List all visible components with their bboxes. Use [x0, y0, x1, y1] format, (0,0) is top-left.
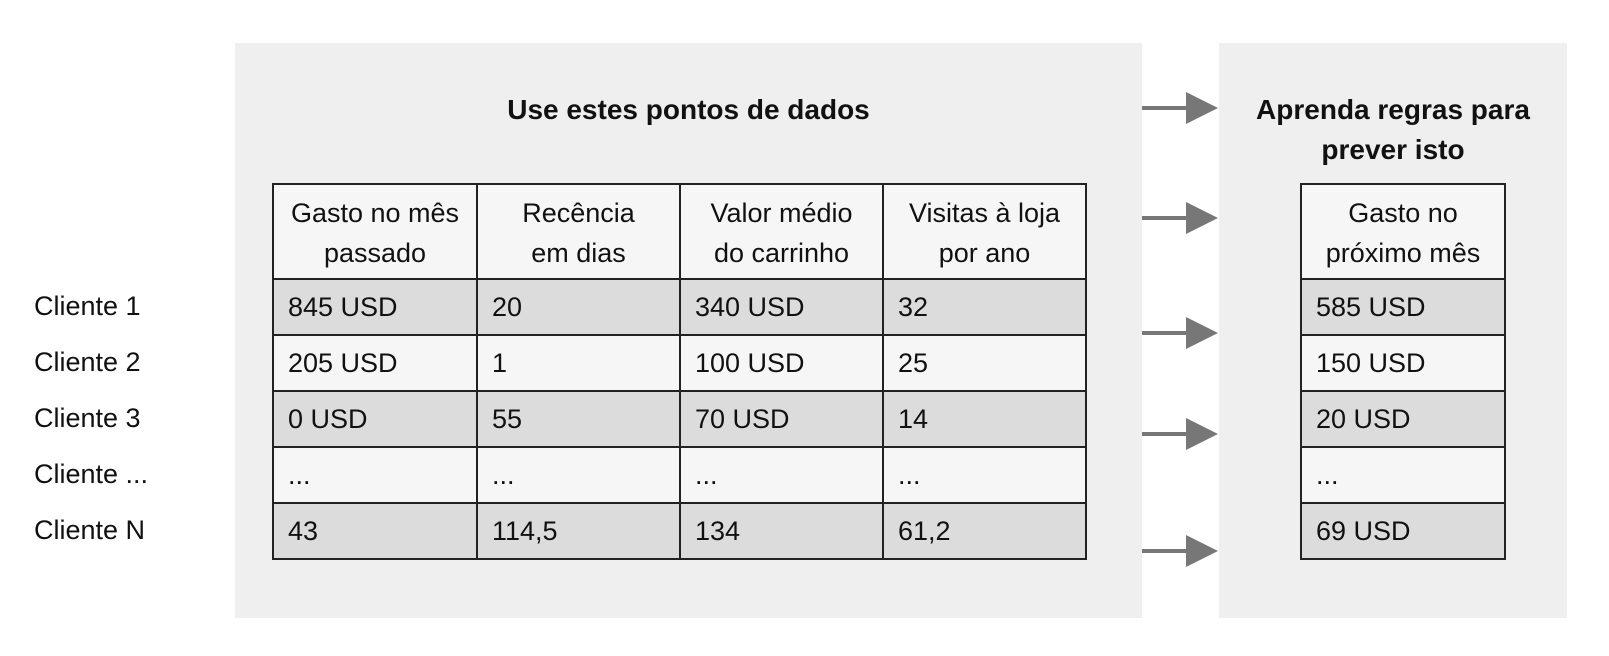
row-label: Cliente ... [34, 459, 149, 489]
output-title-line: prever isto [1321, 134, 1465, 165]
table-cell: 585 USD [1300, 278, 1506, 336]
header-cell: Gasto no mês passado [272, 183, 478, 282]
header-line: Gasto no mês [290, 197, 460, 228]
header-line: passado [323, 237, 427, 268]
output-title-line: Aprenda regras para [1256, 94, 1530, 125]
header-cell: Gasto no próximo mês [1300, 183, 1506, 282]
table-cell: ... [1300, 446, 1506, 504]
table-cell: 205 USD [272, 334, 478, 392]
table-cell: 14 [882, 390, 1087, 448]
table-cell: ... [882, 446, 1087, 504]
table-cell: 43 [272, 502, 478, 560]
input-title: Use estes pontos de dados [507, 94, 870, 125]
table-cell: 25 [882, 334, 1087, 392]
table-cell: 340 USD [679, 278, 884, 336]
header-line: por ano [938, 237, 1031, 268]
table-cell: ... [272, 446, 478, 504]
row-label: Cliente 3 [34, 403, 141, 433]
table-cell: 32 [882, 278, 1087, 336]
table-cell: ... [476, 446, 681, 504]
output-title: Aprenda regras para prever isto [1219, 90, 1567, 170]
header-cell: Recência em dias [476, 183, 681, 282]
header-cell: Visitas à loja por ano [882, 183, 1087, 282]
table-cell: 70 USD [679, 390, 884, 448]
header-line: Recência [522, 197, 635, 228]
header-line: Valor médio [710, 197, 853, 228]
table-cell: ... [679, 446, 884, 504]
header-line: do carrinho [713, 237, 850, 268]
header-line: próximo mês [1325, 237, 1481, 268]
header-line: em dias [531, 237, 626, 268]
table-cell: 61,2 [882, 502, 1087, 560]
table-cell: 114,5 [476, 502, 681, 560]
table-cell: 20 USD [1300, 390, 1506, 448]
header-line: Visitas à loja [908, 197, 1061, 228]
table-cell: 134 [679, 502, 884, 560]
table-cell: 100 USD [679, 334, 884, 392]
table-cell: 845 USD [272, 278, 478, 336]
header-line: Gasto no [1348, 197, 1458, 228]
row-label: Cliente 1 [34, 291, 141, 321]
table-cell: 55 [476, 390, 681, 448]
table-cell: 69 USD [1300, 502, 1506, 560]
table-cell: 20 [476, 278, 681, 336]
row-label: Cliente N [34, 515, 146, 545]
table-cell: 150 USD [1300, 334, 1506, 392]
table-cell: 1 [476, 334, 681, 392]
row-label: Cliente 2 [34, 347, 141, 377]
table-cell: 0 USD [272, 390, 478, 448]
header-cell: Valor médio do carrinho [679, 183, 884, 282]
